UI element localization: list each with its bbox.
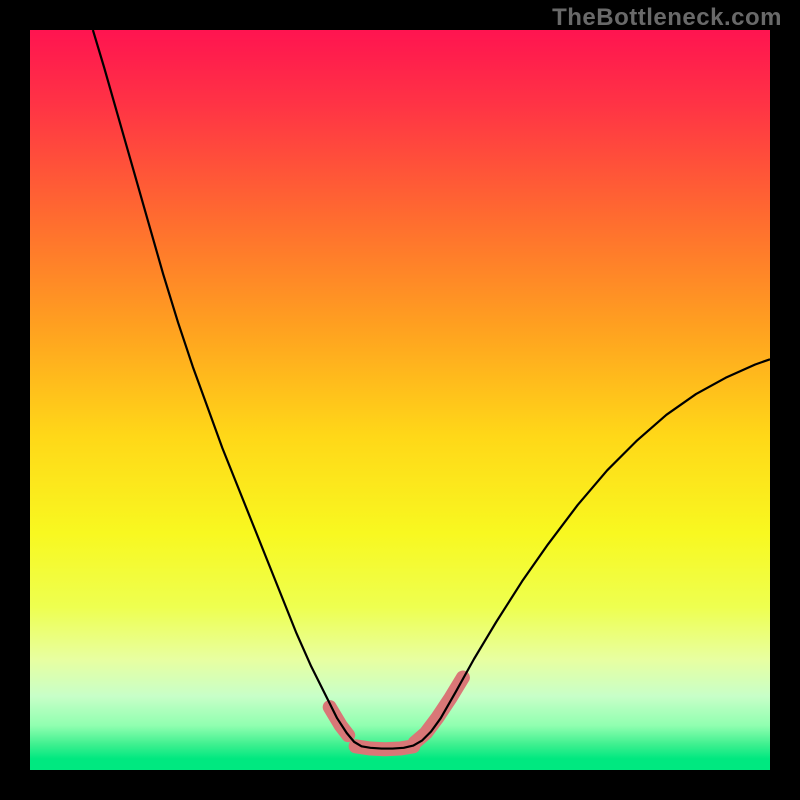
outer-frame: TheBottleneck.com — [0, 0, 800, 800]
watermark-text: TheBottleneck.com — [552, 4, 782, 32]
gradient-background — [30, 30, 770, 770]
plot-area — [30, 30, 770, 770]
